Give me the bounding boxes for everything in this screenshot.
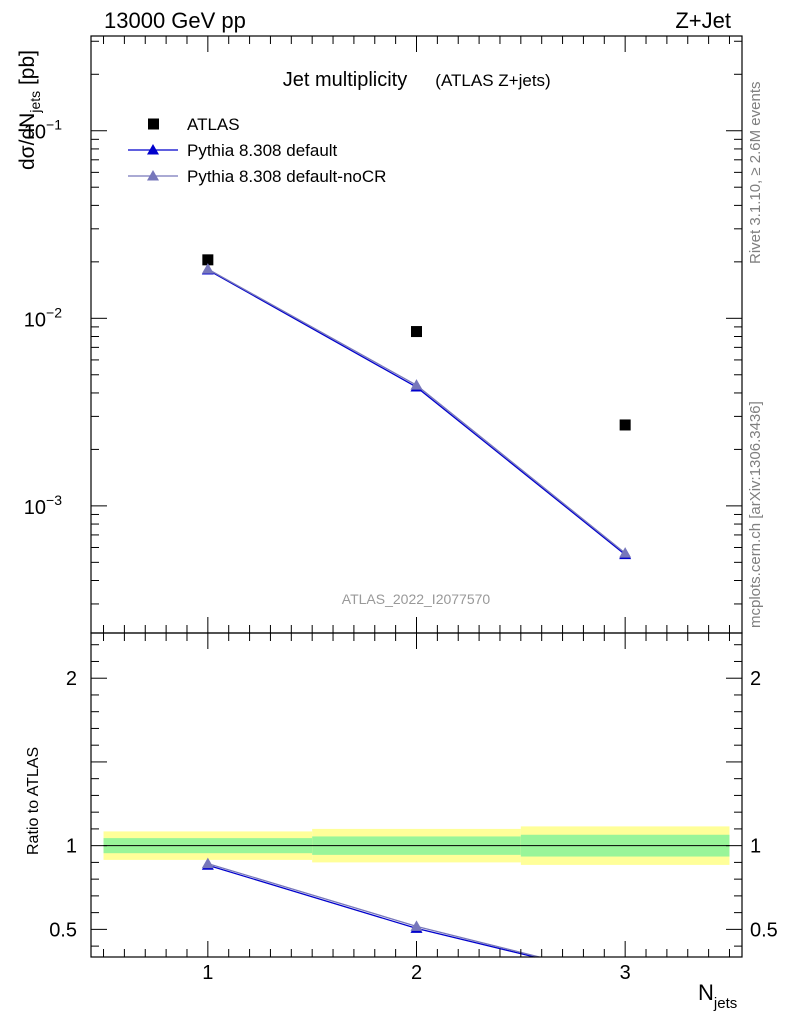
series-point-2 (201, 263, 214, 274)
legend-marker-atlas (148, 118, 159, 130)
ratio-point-1 (201, 857, 214, 869)
ratio-line-1 (207, 862, 540, 958)
main-y-axis-label-post: [pb] (16, 50, 39, 91)
main-y-tick-base: 10 (24, 122, 46, 144)
x-tick-label: 3 (620, 962, 631, 984)
main-subtitle: (ATLAS Z+jets) (435, 71, 550, 90)
analysis-tag-label: ATLAS_2022_I2077570 (342, 591, 491, 607)
ratio-y-tick-label-left: 0.5 (49, 919, 77, 941)
x-axis-label-main: N (698, 980, 714, 1005)
legend-label: Pythia 8.308 default (187, 141, 338, 160)
legend-marker-triangle (147, 170, 159, 181)
ratio-y-tick-label-left: 2 (66, 668, 77, 690)
atlas-data-point (411, 326, 422, 338)
main-y-tick-label: 10−1 (24, 117, 62, 144)
main-y-axis-label-pre: dσ/dN (16, 113, 39, 170)
series-point-2 (619, 547, 632, 558)
legend-marker-triangle (147, 144, 159, 155)
x-axis-label-sub: jets (713, 995, 737, 1012)
main-title: Jet multiplicity (283, 69, 407, 91)
main-y-tick-exponent: −1 (46, 117, 62, 133)
series-point-2 (410, 379, 423, 390)
main-panel: 10−110−210−3 Jet multiplicity (ATLAS Z+j… (16, 35, 743, 634)
atlas-data-point (619, 419, 631, 431)
main-y-tick-label: 10−3 (24, 492, 62, 519)
mcplots-reference-label: mcplots.cern.ch [arXiv:1306.3436] (747, 401, 764, 628)
legend-label: ATLAS (187, 115, 240, 134)
legend: ATLAS Pythia 8.308 default Pythia 8.308 de… (128, 115, 386, 186)
main-y-tick-exponent: −2 (46, 304, 62, 320)
ratio-y-tick-label-right: 0.5 (750, 919, 778, 941)
x-tick-label: 1 (202, 962, 213, 984)
ratio-panel-frame (90, 632, 743, 958)
ratio-panel: 0.5 0.5 1 1 2 2 1 2 3 Ratio to ATLAS (25, 632, 778, 984)
legend-label: Pythia 8.308 default-noCR (187, 167, 386, 186)
ratio-y-axis-label: Ratio to ATLAS (25, 747, 42, 855)
main-y-axis-label: dσ/dNjets [pb] (16, 50, 43, 170)
rivet-version-label: Rivet 3.1.10, ≥ 2.6M events (747, 82, 764, 265)
atlas-data-point (202, 254, 214, 266)
main-y-axis-label-sub: jets (27, 91, 43, 114)
main-y-tick-exponent: −3 (46, 492, 62, 508)
main-y-tick-base: 10 (24, 309, 46, 331)
header-right-label: Z+Jet (675, 8, 731, 33)
series-line-1 (207, 269, 626, 556)
ratio-y-tick-label-left: 1 (66, 836, 77, 858)
ratio-y-tick-label-right: 1 (750, 836, 761, 858)
x-axis-label: Njets (698, 980, 737, 1012)
ratio-point-1 (410, 920, 423, 931)
main-y-tick-base: 10 (24, 497, 46, 519)
x-tick-label: 2 (411, 962, 422, 984)
ratio-y-tick-label-right: 2 (750, 668, 761, 690)
header-left-label: 13000 GeV pp (104, 8, 246, 33)
main-y-tick-label: 10−2 (24, 304, 62, 331)
series-line-2 (207, 268, 626, 554)
